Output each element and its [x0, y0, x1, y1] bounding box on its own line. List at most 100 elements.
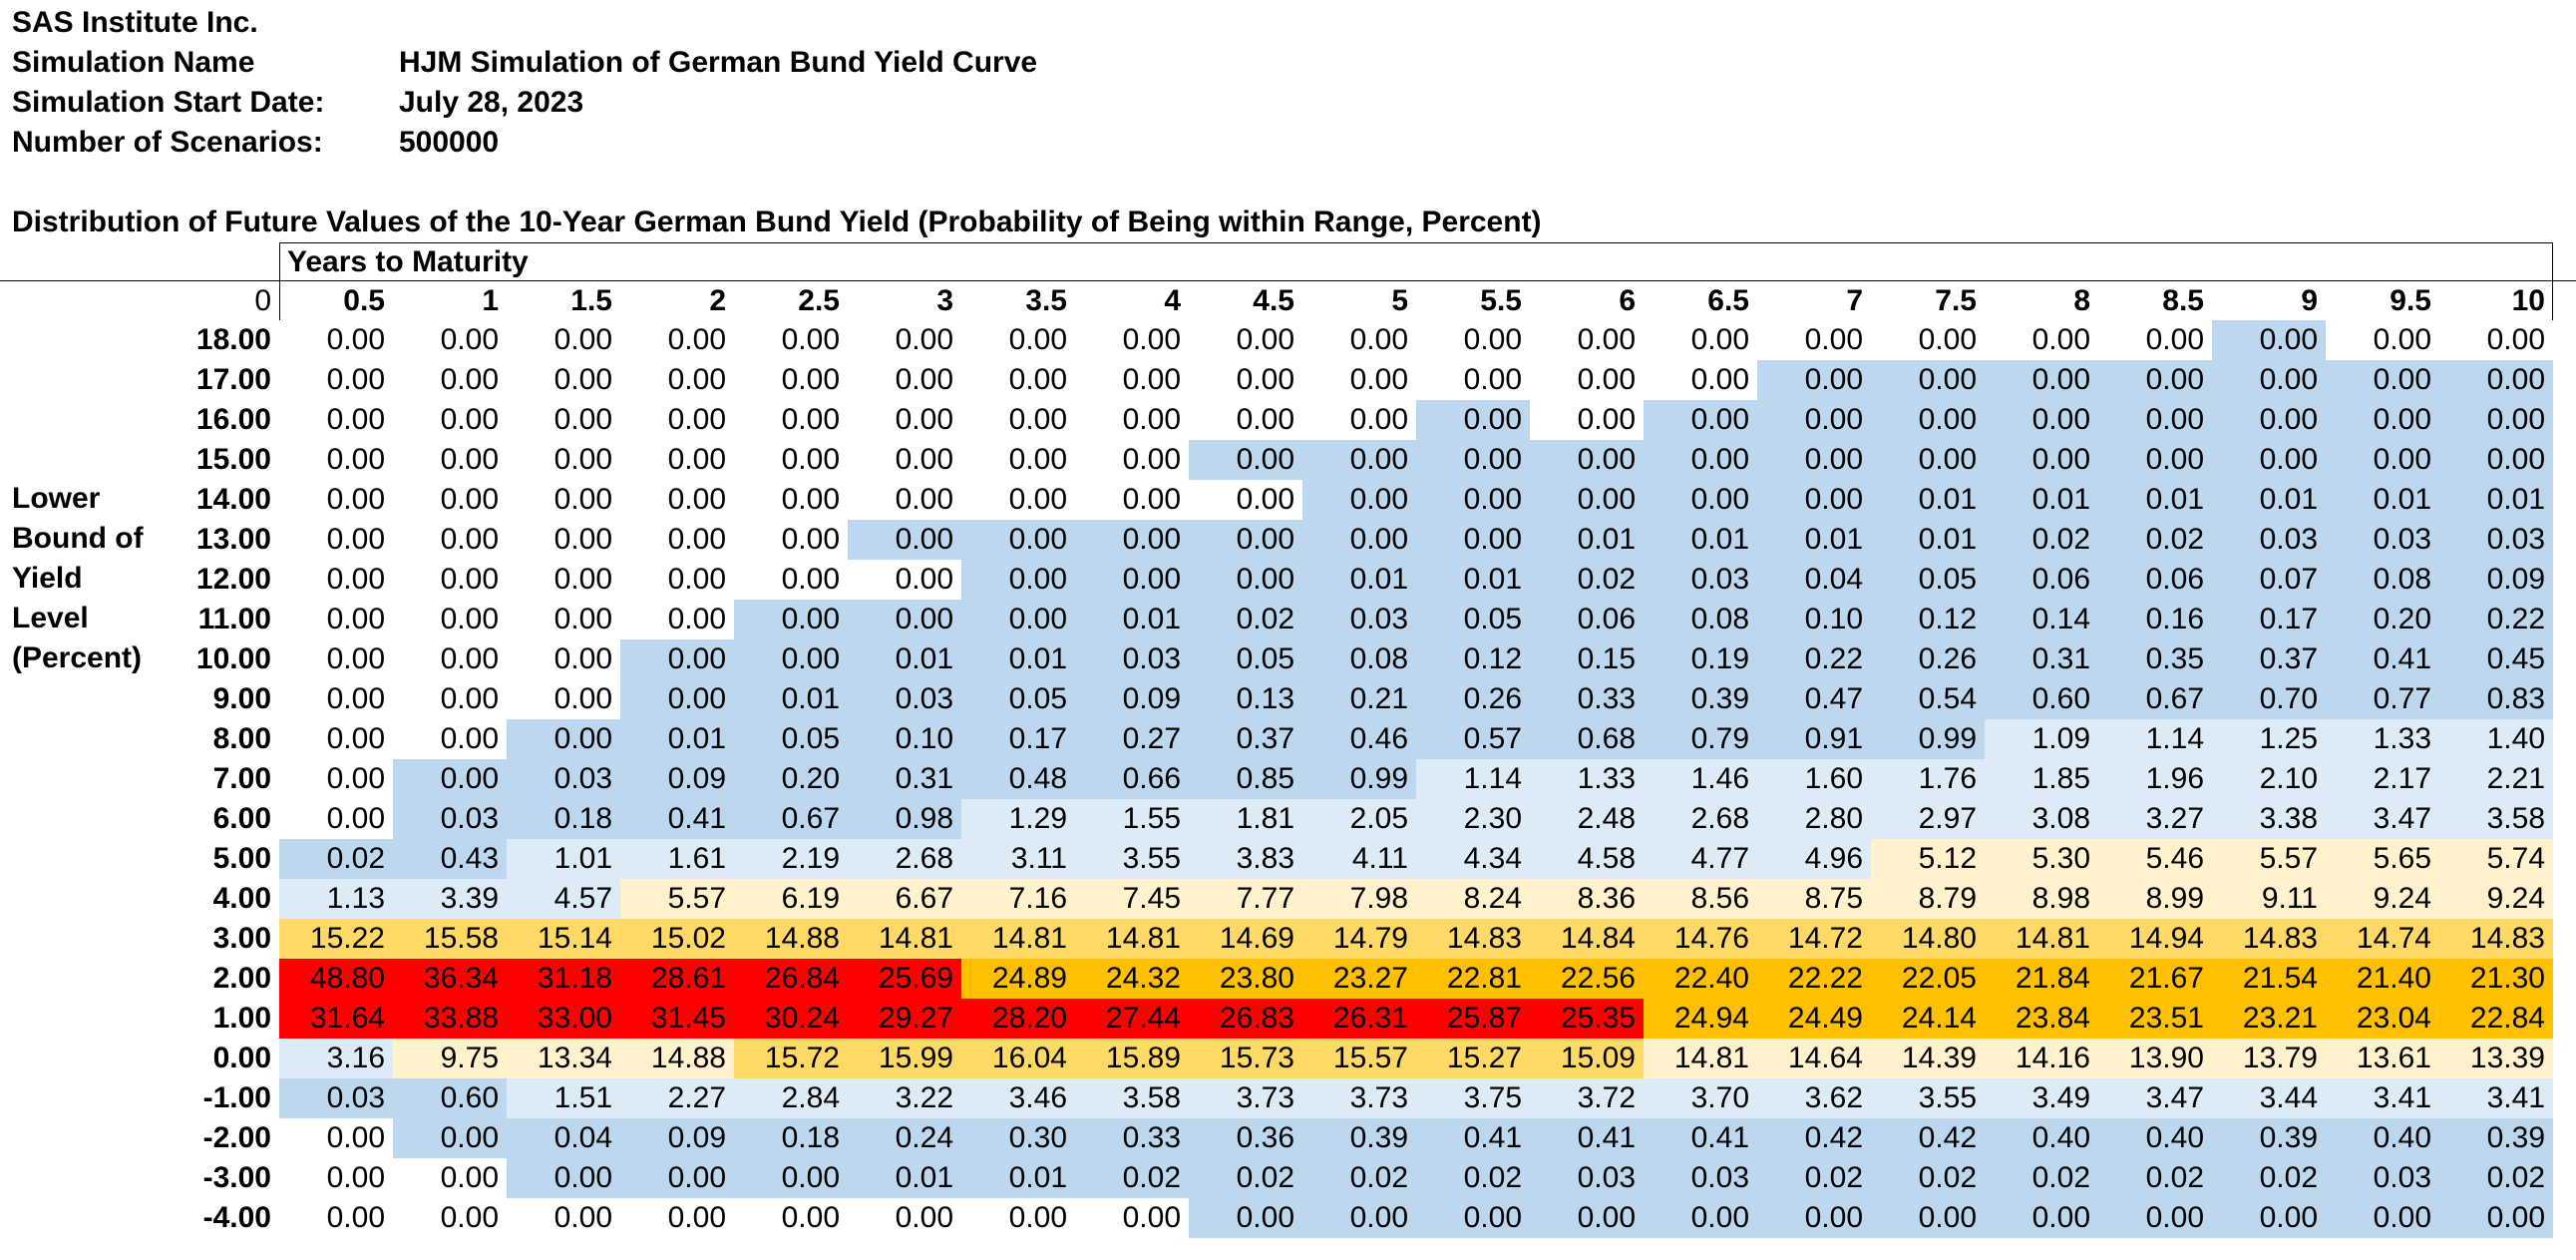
- table-cell: 9.24: [2439, 879, 2553, 919]
- table-cell: 0.01: [1075, 600, 1189, 639]
- table-cell: 3.41: [2326, 1078, 2439, 1118]
- table-cell: 21.40: [2326, 959, 2439, 999]
- table-cell: 7.77: [1189, 879, 1302, 919]
- table-cell: 0.00: [1075, 1198, 1189, 1238]
- table-cell: 13.39: [2439, 1039, 2553, 1078]
- table-cell: 0.17: [961, 719, 1075, 759]
- table-cell: 0.00: [734, 480, 848, 520]
- table-cell: 0.12: [1871, 600, 1985, 639]
- table-cell: 0.66: [1075, 759, 1189, 799]
- table-cell: 2.17: [2326, 759, 2439, 799]
- table-cell: 31.18: [507, 959, 620, 999]
- table-cell: 0.70: [2212, 679, 2326, 719]
- table-cell: 0.01: [620, 719, 734, 759]
- column-header: 3: [936, 284, 953, 317]
- table-cell: 0.01: [2439, 480, 2553, 520]
- table-cell: 3.22: [848, 1078, 961, 1118]
- table-cell: 0.00: [279, 1158, 393, 1198]
- table-cell: 0.00: [848, 600, 961, 639]
- table-cell: 3.58: [2439, 799, 2553, 839]
- table-cell: 3.58: [1075, 1078, 1189, 1118]
- table-cell: 2.27: [620, 1078, 734, 1118]
- table-cell: 0.05: [961, 679, 1075, 719]
- table-cell: 0.00: [961, 480, 1075, 520]
- table-cell: 0.00: [1075, 440, 1189, 480]
- table-cell: 0.33: [1530, 679, 1644, 719]
- table-cell: 3.73: [1302, 1078, 1416, 1118]
- company-name: SAS Institute Inc.: [12, 6, 258, 39]
- table-cell: 0.02: [1416, 1158, 1530, 1198]
- scenarios-label: Number of Scenarios:: [12, 126, 323, 159]
- table-cell: 0.00: [1530, 480, 1644, 520]
- table-cell: 0.00: [734, 600, 848, 639]
- table-row: 13.00 0.00 0.00 0.00 0.00 0.00 0.00 0.00 0.00 0.0…: [0, 520, 2576, 560]
- table-cell: 1.01: [507, 839, 620, 879]
- table-cell: 0.02: [2098, 520, 2212, 560]
- table-cell: 0.06: [1530, 600, 1644, 639]
- table-cell: 14.81: [848, 919, 961, 959]
- table-cell: 24.14: [1871, 999, 1985, 1039]
- table-cell: 0.00: [1871, 360, 1985, 400]
- table-cell: 0.03: [1075, 639, 1189, 679]
- table-cell: 14.16: [1985, 1039, 2098, 1078]
- table-cell: 0.04: [1757, 560, 1871, 600]
- table-cell: 25.35: [1530, 999, 1644, 1039]
- table-cell: 16.04: [961, 1039, 1075, 1078]
- table-cell: 0.00: [2212, 1198, 2326, 1238]
- table-cell: 0.05: [1871, 560, 1985, 600]
- table-cell: 3.55: [1075, 839, 1189, 879]
- table-cell: 0.00: [961, 440, 1075, 480]
- table-cell: 15.99: [848, 1039, 961, 1078]
- table-cell: 0.35: [2098, 639, 2212, 679]
- table-cell: 14.83: [1416, 919, 1530, 959]
- table-cell: 0.00: [961, 600, 1075, 639]
- table-row: 11.00 0.00 0.00 0.00 0.00 0.00 0.00 0.00 0.01 0.0…: [0, 600, 2576, 639]
- table-row: 12.00 0.00 0.00 0.00 0.00 0.00 0.00 0.00 0.00 0.0…: [0, 560, 2576, 600]
- table-cell: 0.31: [848, 759, 961, 799]
- table-cell: 0.00: [1302, 440, 1416, 480]
- column-header: 4.5: [1253, 284, 1294, 317]
- table-cell: 0.99: [1302, 759, 1416, 799]
- table-cell: 0.00: [734, 320, 848, 360]
- table-cell: 0.57: [1416, 719, 1530, 759]
- table-cell: 33.00: [507, 999, 620, 1039]
- table-cell: 0.00: [1985, 440, 2098, 480]
- table-cell: 0.00: [1644, 400, 1757, 440]
- table-cell: 21.30: [2439, 959, 2553, 999]
- table-cell: 0.00: [620, 520, 734, 560]
- table-cell: 7.45: [1075, 879, 1189, 919]
- table-cell: 0.01: [2212, 480, 2326, 520]
- table-cell: 0.14: [1985, 600, 2098, 639]
- table-cell: 0.00: [2439, 1198, 2553, 1238]
- row-label: 10.00: [195, 642, 271, 675]
- table-cell: 15.14: [507, 919, 620, 959]
- table-cell: 0.40: [1985, 1118, 2098, 1158]
- table-cell: 36.34: [393, 959, 507, 999]
- table-cell: 0.00: [1757, 320, 1871, 360]
- table-cell: 0.00: [393, 440, 507, 480]
- table-cell: 0.00: [393, 480, 507, 520]
- table-cell: 0.03: [1302, 600, 1416, 639]
- table-cell: 5.65: [2326, 839, 2439, 879]
- table-cell: 0.00: [507, 440, 620, 480]
- table-row: 10.00 0.00 0.00 0.00 0.00 0.00 0.01 0.01 0.03 0.0…: [0, 639, 2576, 679]
- table-cell: 0.00: [1644, 320, 1757, 360]
- table-cell: 0.43: [393, 839, 507, 879]
- table-cell: 0.00: [1644, 1198, 1757, 1238]
- table-cell: 0.22: [1757, 639, 1871, 679]
- table-cell: 14.72: [1757, 919, 1871, 959]
- table-cell: 0.00: [1757, 440, 1871, 480]
- table-cell: 0.05: [1189, 639, 1302, 679]
- table-cell: 0.03: [848, 679, 961, 719]
- table-row: 7.00 0.00 0.00 0.03 0.09 0.20 0.31 0.48 0.66 0.85…: [0, 759, 2576, 799]
- table-cell: 1.25: [2212, 719, 2326, 759]
- table-cell: 0.00: [620, 360, 734, 400]
- row-label: 2.00: [212, 962, 271, 995]
- table-cell: 2.10: [2212, 759, 2326, 799]
- table-cell: 14.39: [1871, 1039, 1985, 1078]
- table-cell: 13.34: [507, 1039, 620, 1078]
- table-cell: 0.02: [1985, 520, 2098, 560]
- table-cell: 0.00: [279, 1118, 393, 1158]
- table-cell: 0.41: [620, 799, 734, 839]
- table-cell: 0.00: [1416, 1198, 1530, 1238]
